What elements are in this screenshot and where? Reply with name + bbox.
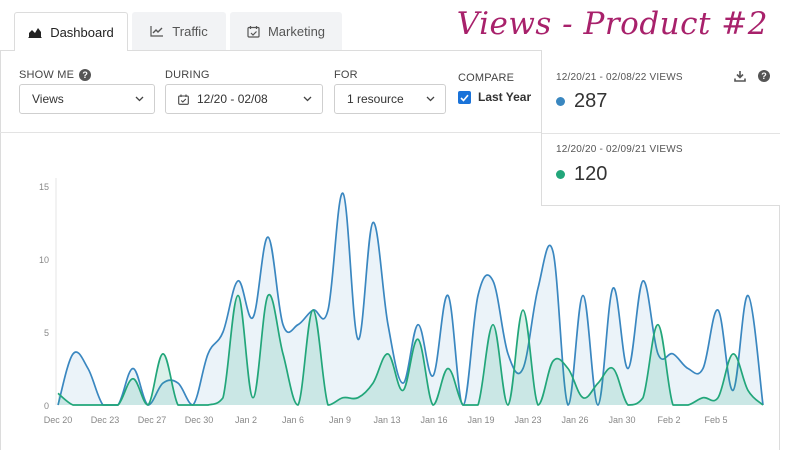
- help-icon[interactable]: ?: [79, 69, 92, 81]
- resource-select[interactable]: 1 resource: [334, 84, 446, 114]
- tab-label: Marketing: [267, 23, 326, 39]
- date-range-select[interactable]: 12/20 - 02/08: [165, 84, 323, 114]
- tab-marketing[interactable]: Marketing: [230, 12, 342, 50]
- previous-range: 12/20/20 - 02/09/21 VIEWS: [556, 144, 683, 155]
- chevron-down-icon: [426, 96, 435, 102]
- area-chart-icon: [28, 28, 42, 38]
- chevron-down-icon: [303, 96, 312, 102]
- for-label: FOR: [334, 69, 358, 81]
- check-icon: [460, 94, 469, 102]
- controls-divider: [0, 132, 541, 133]
- date-range-value: 12/20 - 02/08: [197, 92, 268, 106]
- handwritten-title: Views - Product #2: [456, 6, 768, 42]
- current-views-value: 287: [574, 90, 608, 112]
- tab-label: Dashboard: [50, 24, 114, 40]
- tab-traffic[interactable]: Traffic: [132, 12, 226, 50]
- chevron-down-icon: [135, 96, 144, 102]
- show-me-label-text: SHOW ME: [19, 69, 75, 81]
- current-series-dot: [556, 97, 565, 106]
- calendar-check-icon: [247, 25, 260, 38]
- current-range: 12/20/21 - 02/08/22 VIEWS: [556, 72, 683, 83]
- show-me-label: SHOW ME ?: [19, 69, 92, 81]
- previous-series-dot: [556, 170, 565, 179]
- stats-divider: [542, 133, 780, 134]
- tab-dashboard[interactable]: Dashboard: [14, 12, 128, 51]
- line-chart-icon: [150, 26, 164, 37]
- compare-checkbox-label[interactable]: Last Year: [478, 90, 532, 104]
- previous-views-value: 120: [574, 163, 608, 185]
- download-icon[interactable]: [734, 70, 746, 82]
- show-me-select[interactable]: Views: [19, 84, 155, 114]
- tab-bar: Dashboard Traffic Marketing: [0, 0, 540, 51]
- compare-label: COMPARE: [458, 72, 515, 84]
- tab-label: Traffic: [172, 23, 208, 39]
- during-label: DURING: [165, 69, 210, 81]
- resource-value: 1 resource: [347, 92, 404, 106]
- calendar-icon: [178, 94, 189, 105]
- compare-checkbox[interactable]: [458, 91, 471, 104]
- show-me-value: Views: [32, 92, 64, 106]
- stats-panel: 12/20/21 - 02/08/22 VIEWS ? 287 12/20/20…: [541, 50, 780, 206]
- help-icon[interactable]: ?: [758, 70, 770, 82]
